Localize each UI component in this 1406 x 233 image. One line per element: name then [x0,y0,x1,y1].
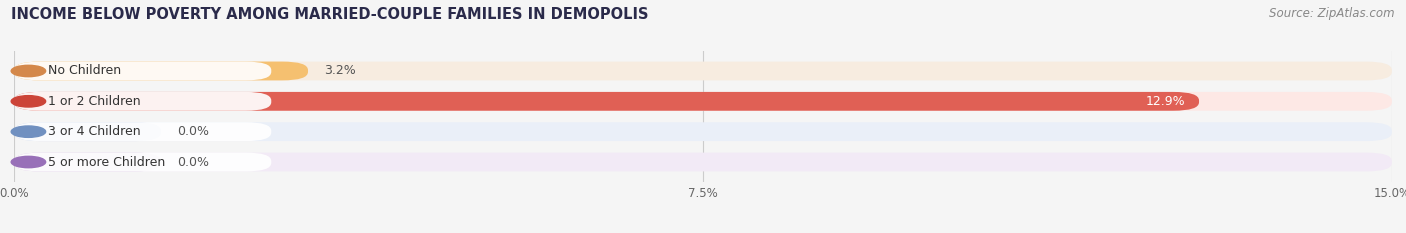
FancyBboxPatch shape [14,62,308,80]
Text: 1 or 2 Children: 1 or 2 Children [48,95,141,108]
FancyBboxPatch shape [14,62,271,80]
FancyBboxPatch shape [14,92,271,111]
Text: 3 or 4 Children: 3 or 4 Children [48,125,141,138]
Text: 0.0%: 0.0% [177,155,209,168]
FancyBboxPatch shape [14,153,271,171]
FancyBboxPatch shape [14,92,1392,111]
Text: No Children: No Children [48,65,121,78]
Circle shape [11,156,45,168]
Text: 3.2%: 3.2% [325,65,356,78]
Circle shape [11,96,45,107]
FancyBboxPatch shape [14,122,162,141]
FancyBboxPatch shape [14,92,1199,111]
Text: 5 or more Children: 5 or more Children [48,155,165,168]
FancyBboxPatch shape [14,122,1392,141]
Circle shape [11,126,45,137]
Text: Source: ZipAtlas.com: Source: ZipAtlas.com [1270,7,1395,20]
FancyBboxPatch shape [14,153,1392,171]
Circle shape [11,65,45,77]
FancyBboxPatch shape [14,153,162,171]
Text: 0.0%: 0.0% [177,125,209,138]
Text: 12.9%: 12.9% [1146,95,1185,108]
FancyBboxPatch shape [14,122,271,141]
Text: INCOME BELOW POVERTY AMONG MARRIED-COUPLE FAMILIES IN DEMOPOLIS: INCOME BELOW POVERTY AMONG MARRIED-COUPL… [11,7,648,22]
FancyBboxPatch shape [14,62,1392,80]
